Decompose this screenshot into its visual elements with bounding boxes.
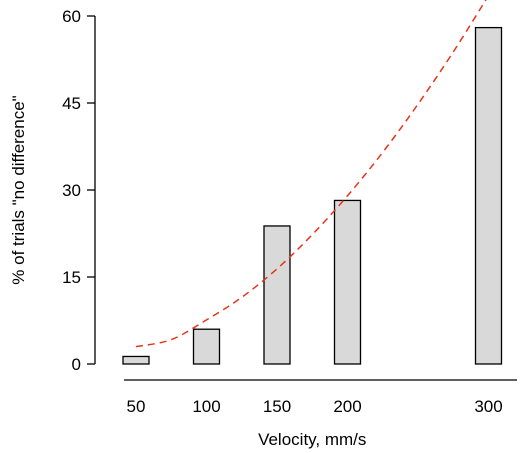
y-tick-label: 60: [62, 7, 81, 26]
y-tick-label: 0: [72, 355, 81, 374]
x-tick-label: 150: [263, 397, 291, 416]
x-tick-label: 100: [192, 397, 220, 416]
x-tick-label: 300: [474, 397, 502, 416]
fit-curve: [135, 0, 487, 348]
x-axis: 50 100 150 200 300: [124, 379, 517, 416]
fit-curve-group: [135, 0, 487, 348]
bar-200: [333, 199, 362, 365]
y-tick-label: 30: [62, 181, 81, 200]
bar-150: [263, 225, 291, 365]
bar-100: [192, 328, 221, 365]
bar-300: [474, 26, 503, 365]
x-tick-label: 200: [333, 397, 361, 416]
y-tick-label: 45: [62, 94, 81, 113]
y-axis: 0 15 30 45 60: [62, 7, 96, 374]
x-axis-label: Velocity, mm/s: [258, 430, 366, 449]
y-axis-label: % of trials "no difference": [9, 95, 28, 284]
y-tick-label: 15: [62, 268, 81, 287]
bars: [122, 26, 503, 365]
bar-50: [122, 355, 150, 365]
x-tick-label: 50: [127, 397, 146, 416]
